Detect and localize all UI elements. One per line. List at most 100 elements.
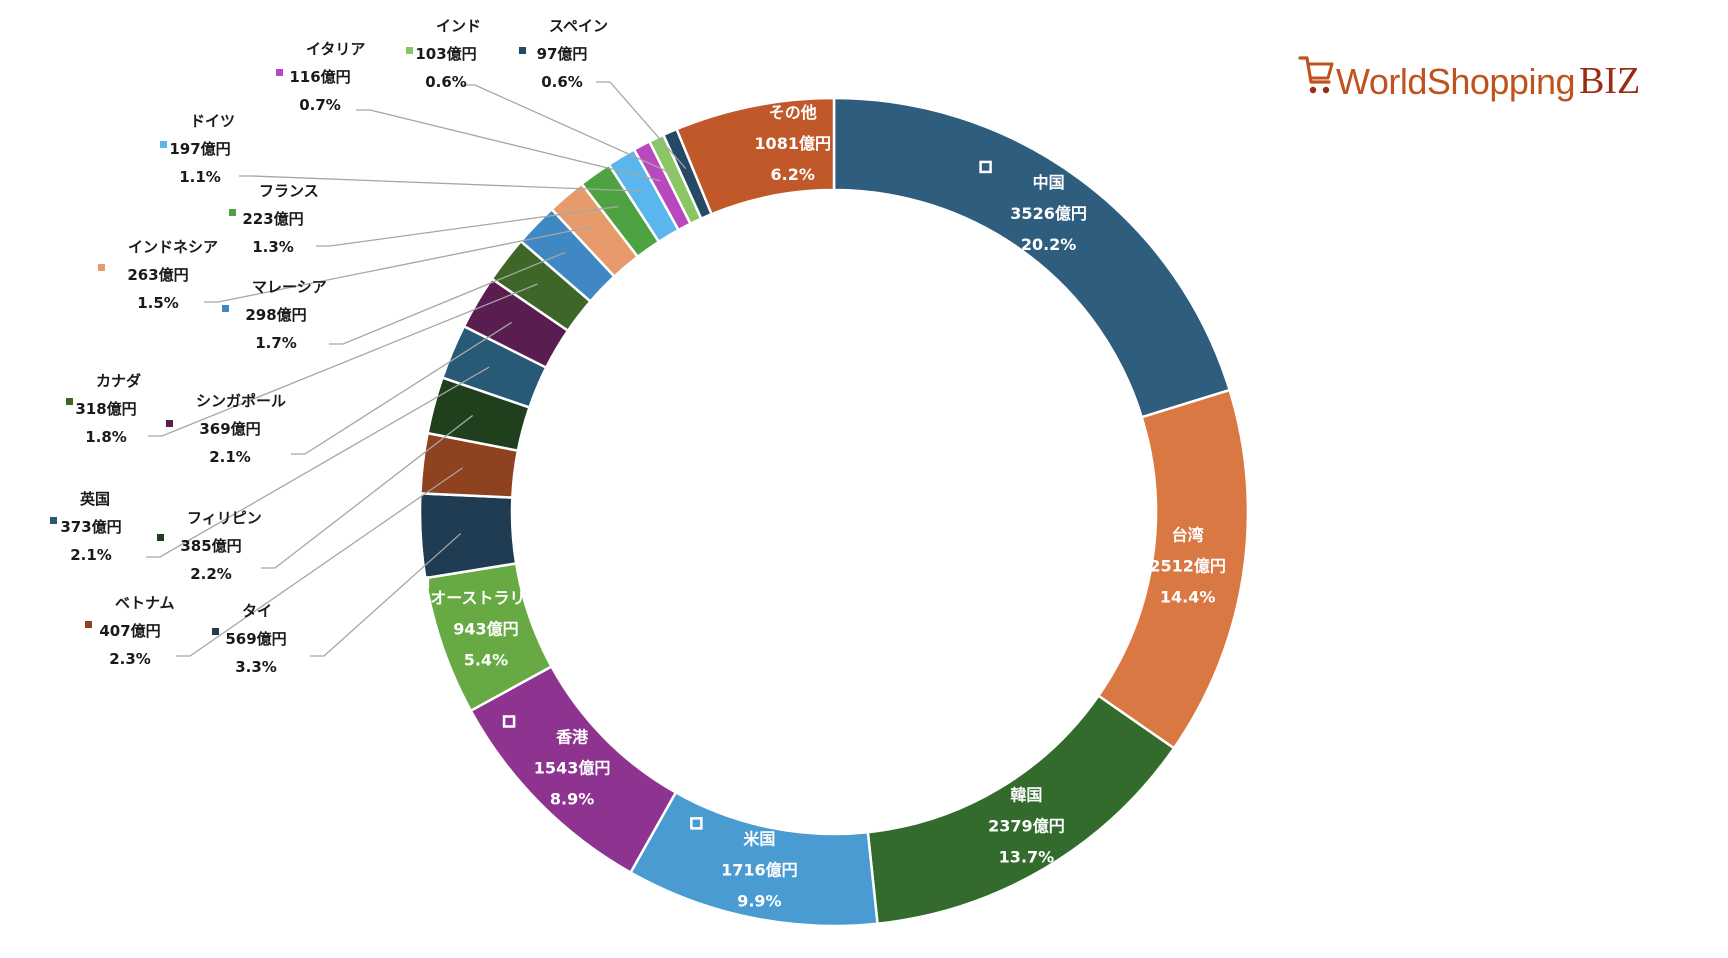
slice-14-pct-label: 1.5% [137, 294, 179, 312]
slice-11-legend-marker [166, 420, 173, 427]
slice-20-value-label: 1081億円 [754, 134, 831, 153]
slice-15-pct-label: 1.3% [252, 238, 294, 256]
slice-19-legend-marker [519, 47, 526, 54]
slice-3-marker [957, 773, 970, 786]
slice-16-category-label: ドイツ [190, 112, 235, 130]
slice-18-value-label: 103億円 [415, 45, 476, 63]
slice-10-legend-marker [50, 517, 57, 524]
labels-layer: 中国 3526億円 20.2% 台湾 2512億円 14.4% 韓国 2379億円 13.7% 米… [50, 17, 1226, 910]
slice-11-pct-label: 2.1% [209, 448, 251, 466]
slice-6-pct-label: 5.4% [464, 650, 508, 669]
slice-18-category-label: インド [436, 17, 481, 35]
slice-4-value-label: 1716億円 [721, 860, 798, 879]
slice-1-category-label: 中国 [1033, 173, 1065, 192]
slice-15-leader-line [316, 205, 619, 247]
slice-20-category-label: その他 [769, 103, 817, 122]
slice-15-category-label: フランス [259, 182, 319, 200]
slice-14-category-label: インドネシア [128, 238, 218, 256]
slice-15-value-label: 223億円 [242, 210, 303, 228]
slice-19-pct-label: 0.6% [541, 73, 583, 91]
slice-8-pct-label: 2.3% [109, 650, 151, 668]
slice-11-category-label: シンガポール [196, 392, 286, 410]
leader-lines-layer [146, 81, 687, 657]
brand-name-suffix: BIZ [1579, 60, 1641, 102]
slice-9-pct-label: 2.2% [190, 565, 232, 583]
slice-6-category-label: オーストラリア [430, 588, 541, 607]
slice-5-value-label: 1543億円 [534, 758, 611, 777]
slice-11-value-label: 369億円 [199, 420, 260, 438]
slice-8-leader-line [176, 467, 463, 657]
slice-13-pct-label: 1.7% [255, 334, 297, 352]
slice-7-value-label: 569億円 [225, 630, 286, 648]
slice-7-pct-label: 3.3% [235, 658, 277, 676]
slice-4-pct-label: 9.9% [737, 891, 781, 910]
slice-17-leader-line [356, 109, 661, 182]
slice-12-pct-label: 1.8% [85, 428, 127, 446]
slices-layer [418, 96, 1250, 928]
slice-2-category-label: 台湾 [1172, 526, 1204, 545]
slice-6-value-label: 943億円 [453, 619, 518, 638]
slice-4-marker [690, 817, 703, 830]
slice-17-legend-marker [276, 69, 283, 76]
slice-20-pct-label: 6.2% [771, 165, 815, 184]
slice-2-value-label: 2512億円 [1149, 557, 1226, 576]
slice-1 [832, 96, 1232, 419]
slice-9-category-label: フィリピン [187, 509, 262, 527]
slice-12-legend-marker [66, 398, 73, 405]
slice-12-leader-line [148, 283, 538, 437]
slice-10-category-label: 英国 [80, 490, 110, 508]
slice-16-value-label: 197億円 [169, 140, 230, 158]
slice-4-category-label: 米国 [743, 829, 775, 848]
slice-18-legend-marker [406, 47, 413, 54]
slice-8-value-label: 407億円 [99, 622, 160, 640]
slice-13-value-label: 298億円 [245, 306, 306, 324]
slice-13-leader-line [329, 251, 565, 345]
slice-16-leader-line [239, 175, 642, 192]
slice-1-pct-label: 20.2% [1021, 235, 1077, 254]
brand-logo: WorldShopping BIZ [1298, 44, 1640, 100]
slice-3-value-label: 2379億円 [988, 817, 1065, 836]
slice-7-leader-line [310, 533, 462, 657]
slice-3-category-label: 韓国 [1010, 786, 1042, 805]
brand-name-main: WorldShopping [1336, 61, 1576, 102]
slice-5-marker [502, 715, 516, 728]
slice-6-marker [416, 576, 430, 589]
slice-9-value-label: 385億円 [180, 537, 241, 555]
shopping-cart-icon [1298, 56, 1334, 94]
slice-7-category-label: タイ [242, 602, 272, 620]
slice-13-legend-marker [222, 305, 229, 312]
slice-16-legend-marker [160, 141, 167, 148]
slice-16-pct-label: 1.1% [179, 168, 221, 186]
slice-10-value-label: 373億円 [60, 518, 121, 536]
slice-17-category-label: イタリア [306, 40, 365, 58]
slice-18-leader-line [461, 84, 674, 175]
slice-20-marker [723, 90, 736, 104]
slice-19-leader-line [596, 81, 687, 170]
slice-3-pct-label: 13.7% [999, 848, 1055, 867]
slice-9-leader-line [261, 414, 474, 569]
slice-1-value-label: 3526億円 [1010, 204, 1087, 223]
slice-7-legend-marker [212, 628, 219, 635]
slice-14-value-label: 263億円 [127, 266, 188, 284]
slice-2-marker [1118, 513, 1131, 526]
slice-9-legend-marker [157, 534, 164, 541]
slice-19-category-label: スペイン [549, 17, 608, 35]
slice-18-pct-label: 0.6% [425, 73, 467, 91]
slice-17-value-label: 116億円 [289, 68, 350, 86]
slice-12-value-label: 318億円 [75, 400, 136, 418]
slice-10-pct-label: 2.1% [70, 546, 112, 564]
slice-3 [866, 694, 1176, 926]
slice-7 [418, 492, 518, 580]
slice-5-category-label: 香港 [555, 727, 589, 746]
slice-5-pct-label: 8.9% [550, 789, 594, 808]
slice-8-category-label: ベトナム [115, 594, 175, 612]
slice-14-legend-marker [98, 264, 105, 271]
slice-2-pct-label: 14.4% [1160, 588, 1216, 607]
slice-17-pct-label: 0.7% [299, 96, 341, 114]
slice-11-leader-line [291, 321, 512, 455]
slice-15-legend-marker [229, 209, 236, 216]
slice-10-leader-line [146, 366, 490, 558]
slice-12-category-label: カナダ [96, 372, 141, 390]
